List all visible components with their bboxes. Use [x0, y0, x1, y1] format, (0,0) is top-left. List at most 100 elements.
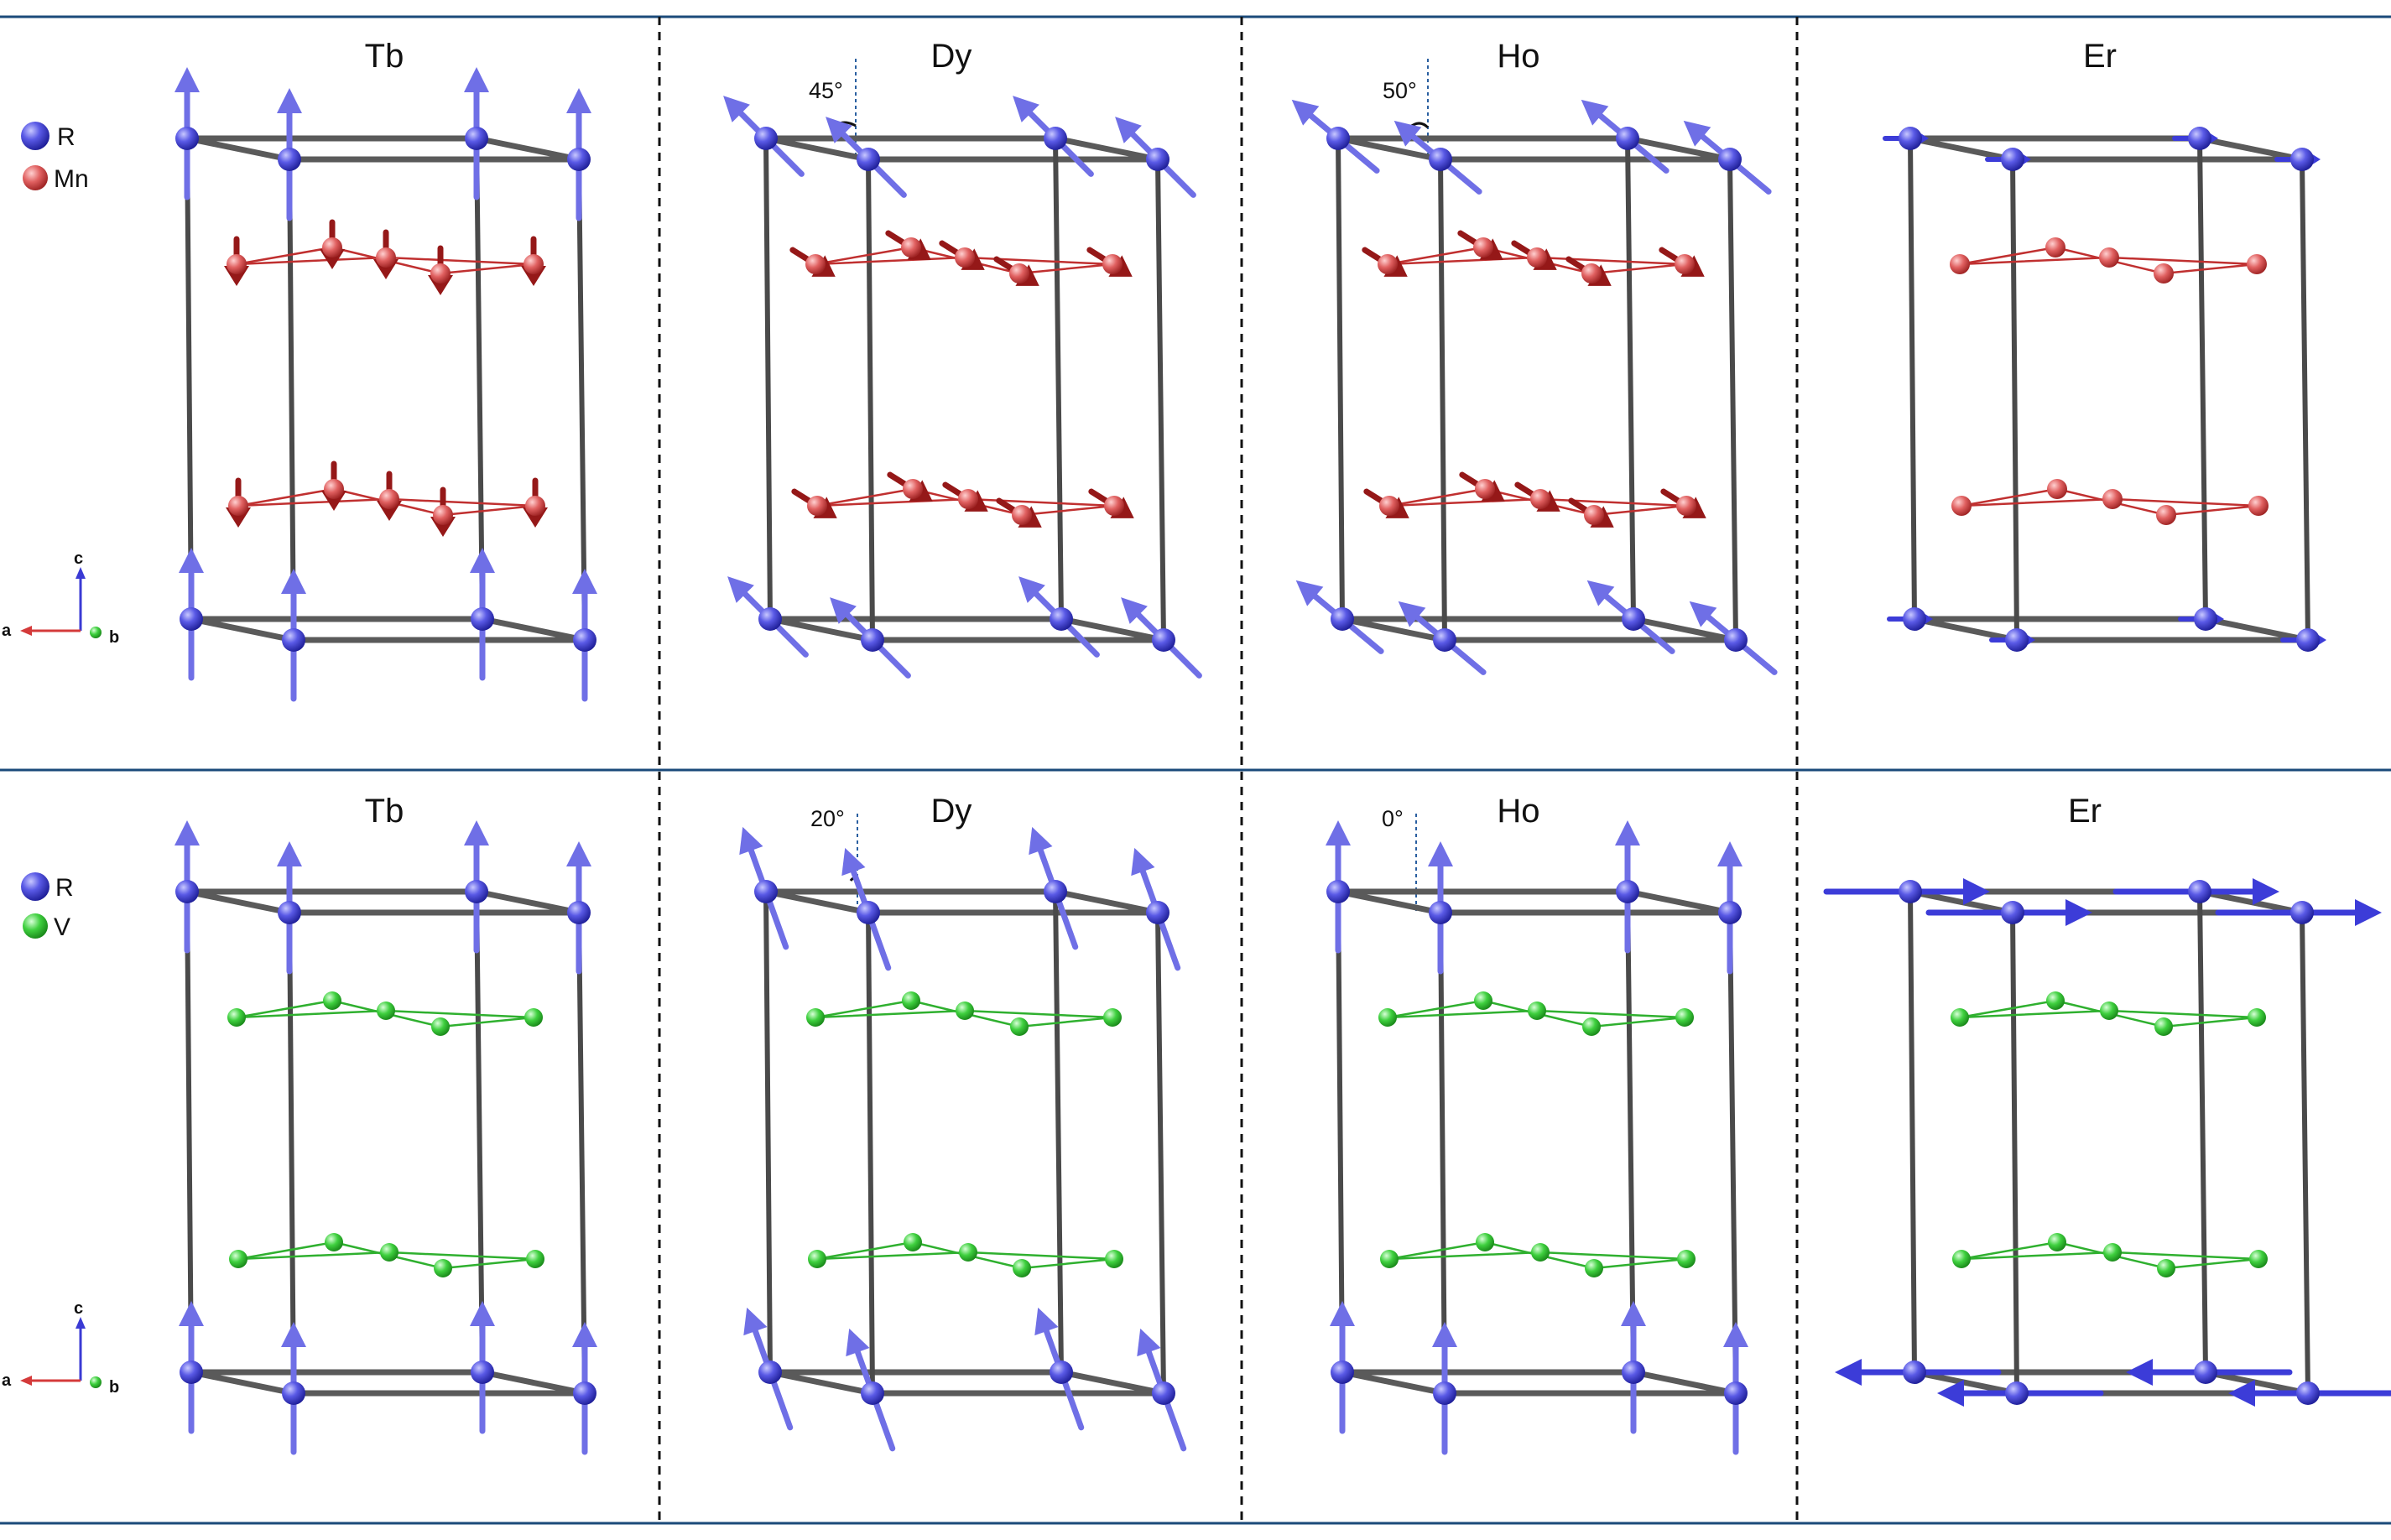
cell-edge [2206, 1372, 2308, 1393]
r-atom [175, 880, 199, 903]
b-site-bond [1022, 506, 1114, 515]
b-site-bond [440, 264, 534, 273]
cell-edge [289, 159, 294, 640]
mn-atom [1951, 496, 1972, 516]
r-atom [471, 1361, 494, 1384]
v-atom [806, 1008, 825, 1027]
r-atom [1146, 901, 1169, 924]
r-atom [861, 1381, 884, 1405]
legend-top: R Mn [21, 122, 89, 193]
legend-r-label: R [57, 123, 76, 151]
r-atom [1899, 127, 1922, 150]
arrow-head [1937, 1380, 1964, 1407]
legend-v-label: V [54, 913, 70, 941]
cell-edge [2013, 913, 2017, 1393]
r-atom [2290, 148, 2314, 171]
cell-edge [1910, 892, 1914, 1372]
r-atom [1326, 127, 1350, 150]
cell-edge [187, 892, 191, 1372]
arrow-head [2228, 1380, 2255, 1407]
mn-atom [1527, 247, 1547, 268]
unit-cell-top-ho [1292, 100, 1774, 673]
mn-atom [227, 254, 247, 274]
r-atom [1429, 901, 1452, 924]
mn-atom [524, 254, 544, 274]
v-atom [2046, 991, 2065, 1010]
arrow-head [470, 1301, 495, 1326]
legend-mn-label: Mn [54, 165, 89, 193]
axis-triad-bottom: c a b [2, 1299, 119, 1397]
arrow-head [1723, 1322, 1748, 1347]
v-atom [2100, 1002, 2118, 1020]
mn-atom [1950, 254, 1970, 274]
r-atom [1429, 148, 1452, 171]
panel-title-bottom-dy: Dy [931, 793, 972, 830]
arrow-head [179, 548, 204, 573]
v-atom [1378, 1008, 1397, 1027]
arrow-head [572, 1322, 597, 1347]
b-site-bond [1540, 1252, 1686, 1259]
r-atom [1433, 1381, 1456, 1405]
arrow-head [175, 820, 200, 845]
b-site-bond [1594, 1259, 1686, 1268]
v-atom [524, 1008, 543, 1027]
v-atom [227, 1008, 246, 1027]
r-atom [1044, 127, 1067, 150]
r-atom [1903, 607, 1926, 631]
b-site-bond [1019, 1017, 1112, 1027]
cell-edge [191, 1372, 294, 1393]
b-site-bond [1022, 1259, 1114, 1268]
cell-edge [477, 892, 579, 913]
panel-title-top-tb: Tb [365, 38, 404, 75]
axis-triad-top: c a b [2, 549, 119, 647]
r-atom [282, 1381, 305, 1405]
panel-title-bottom-er: Er [2068, 793, 2102, 830]
b-site-bond [1537, 1011, 1685, 1017]
cell-edge [1914, 1372, 2017, 1393]
r-atom [180, 607, 203, 631]
arrow-head [464, 67, 489, 92]
cell-edge [1910, 138, 2013, 159]
arrow-head [464, 820, 489, 845]
cell-edge [1055, 892, 1158, 913]
cell-edge [482, 619, 585, 640]
v-atom [2048, 1233, 2066, 1251]
panel-title-bottom-ho: Ho [1497, 793, 1539, 830]
angle-label-ho-bottom: 0° [1382, 806, 1404, 831]
b-site-bond [2166, 506, 2258, 515]
v-atom [1951, 1008, 1969, 1027]
cell-edge [1910, 138, 1914, 619]
r-atom [1433, 628, 1456, 652]
v-atom [2157, 1259, 2175, 1277]
arrow-head [1330, 1301, 1355, 1326]
v-atom [956, 1002, 974, 1020]
arrow-head [1835, 1359, 1862, 1386]
cell-edge [482, 1372, 585, 1393]
panel-title-top-ho: Ho [1497, 38, 1539, 75]
v-atom [323, 991, 341, 1010]
mn-atom [525, 496, 545, 516]
r-atom [2001, 901, 2024, 924]
b-site-bond [386, 258, 534, 264]
cell-edge [187, 138, 191, 619]
cell-edge [477, 892, 482, 1372]
b-site-bond [389, 499, 535, 506]
v-atom [808, 1250, 826, 1268]
cell-edge [1338, 138, 1342, 619]
mn-atom [1102, 254, 1123, 274]
r-atom [1152, 1381, 1175, 1405]
cell-edge [1055, 892, 1061, 1372]
b-site-bond [2112, 499, 2258, 506]
cell-edge [289, 913, 294, 1393]
v-atom [431, 1017, 450, 1036]
mn-atom [1379, 496, 1399, 516]
b-site-bond [1019, 264, 1112, 273]
b-site-bond [2164, 264, 2257, 273]
b-site-bond [443, 1259, 535, 1268]
cell-edge [1628, 892, 1633, 1372]
r-atom [2290, 901, 2314, 924]
legend-v-atom-icon [23, 913, 48, 939]
mn-atom [2154, 263, 2174, 284]
cell-edge [1338, 892, 1440, 913]
r-atom [471, 607, 494, 631]
